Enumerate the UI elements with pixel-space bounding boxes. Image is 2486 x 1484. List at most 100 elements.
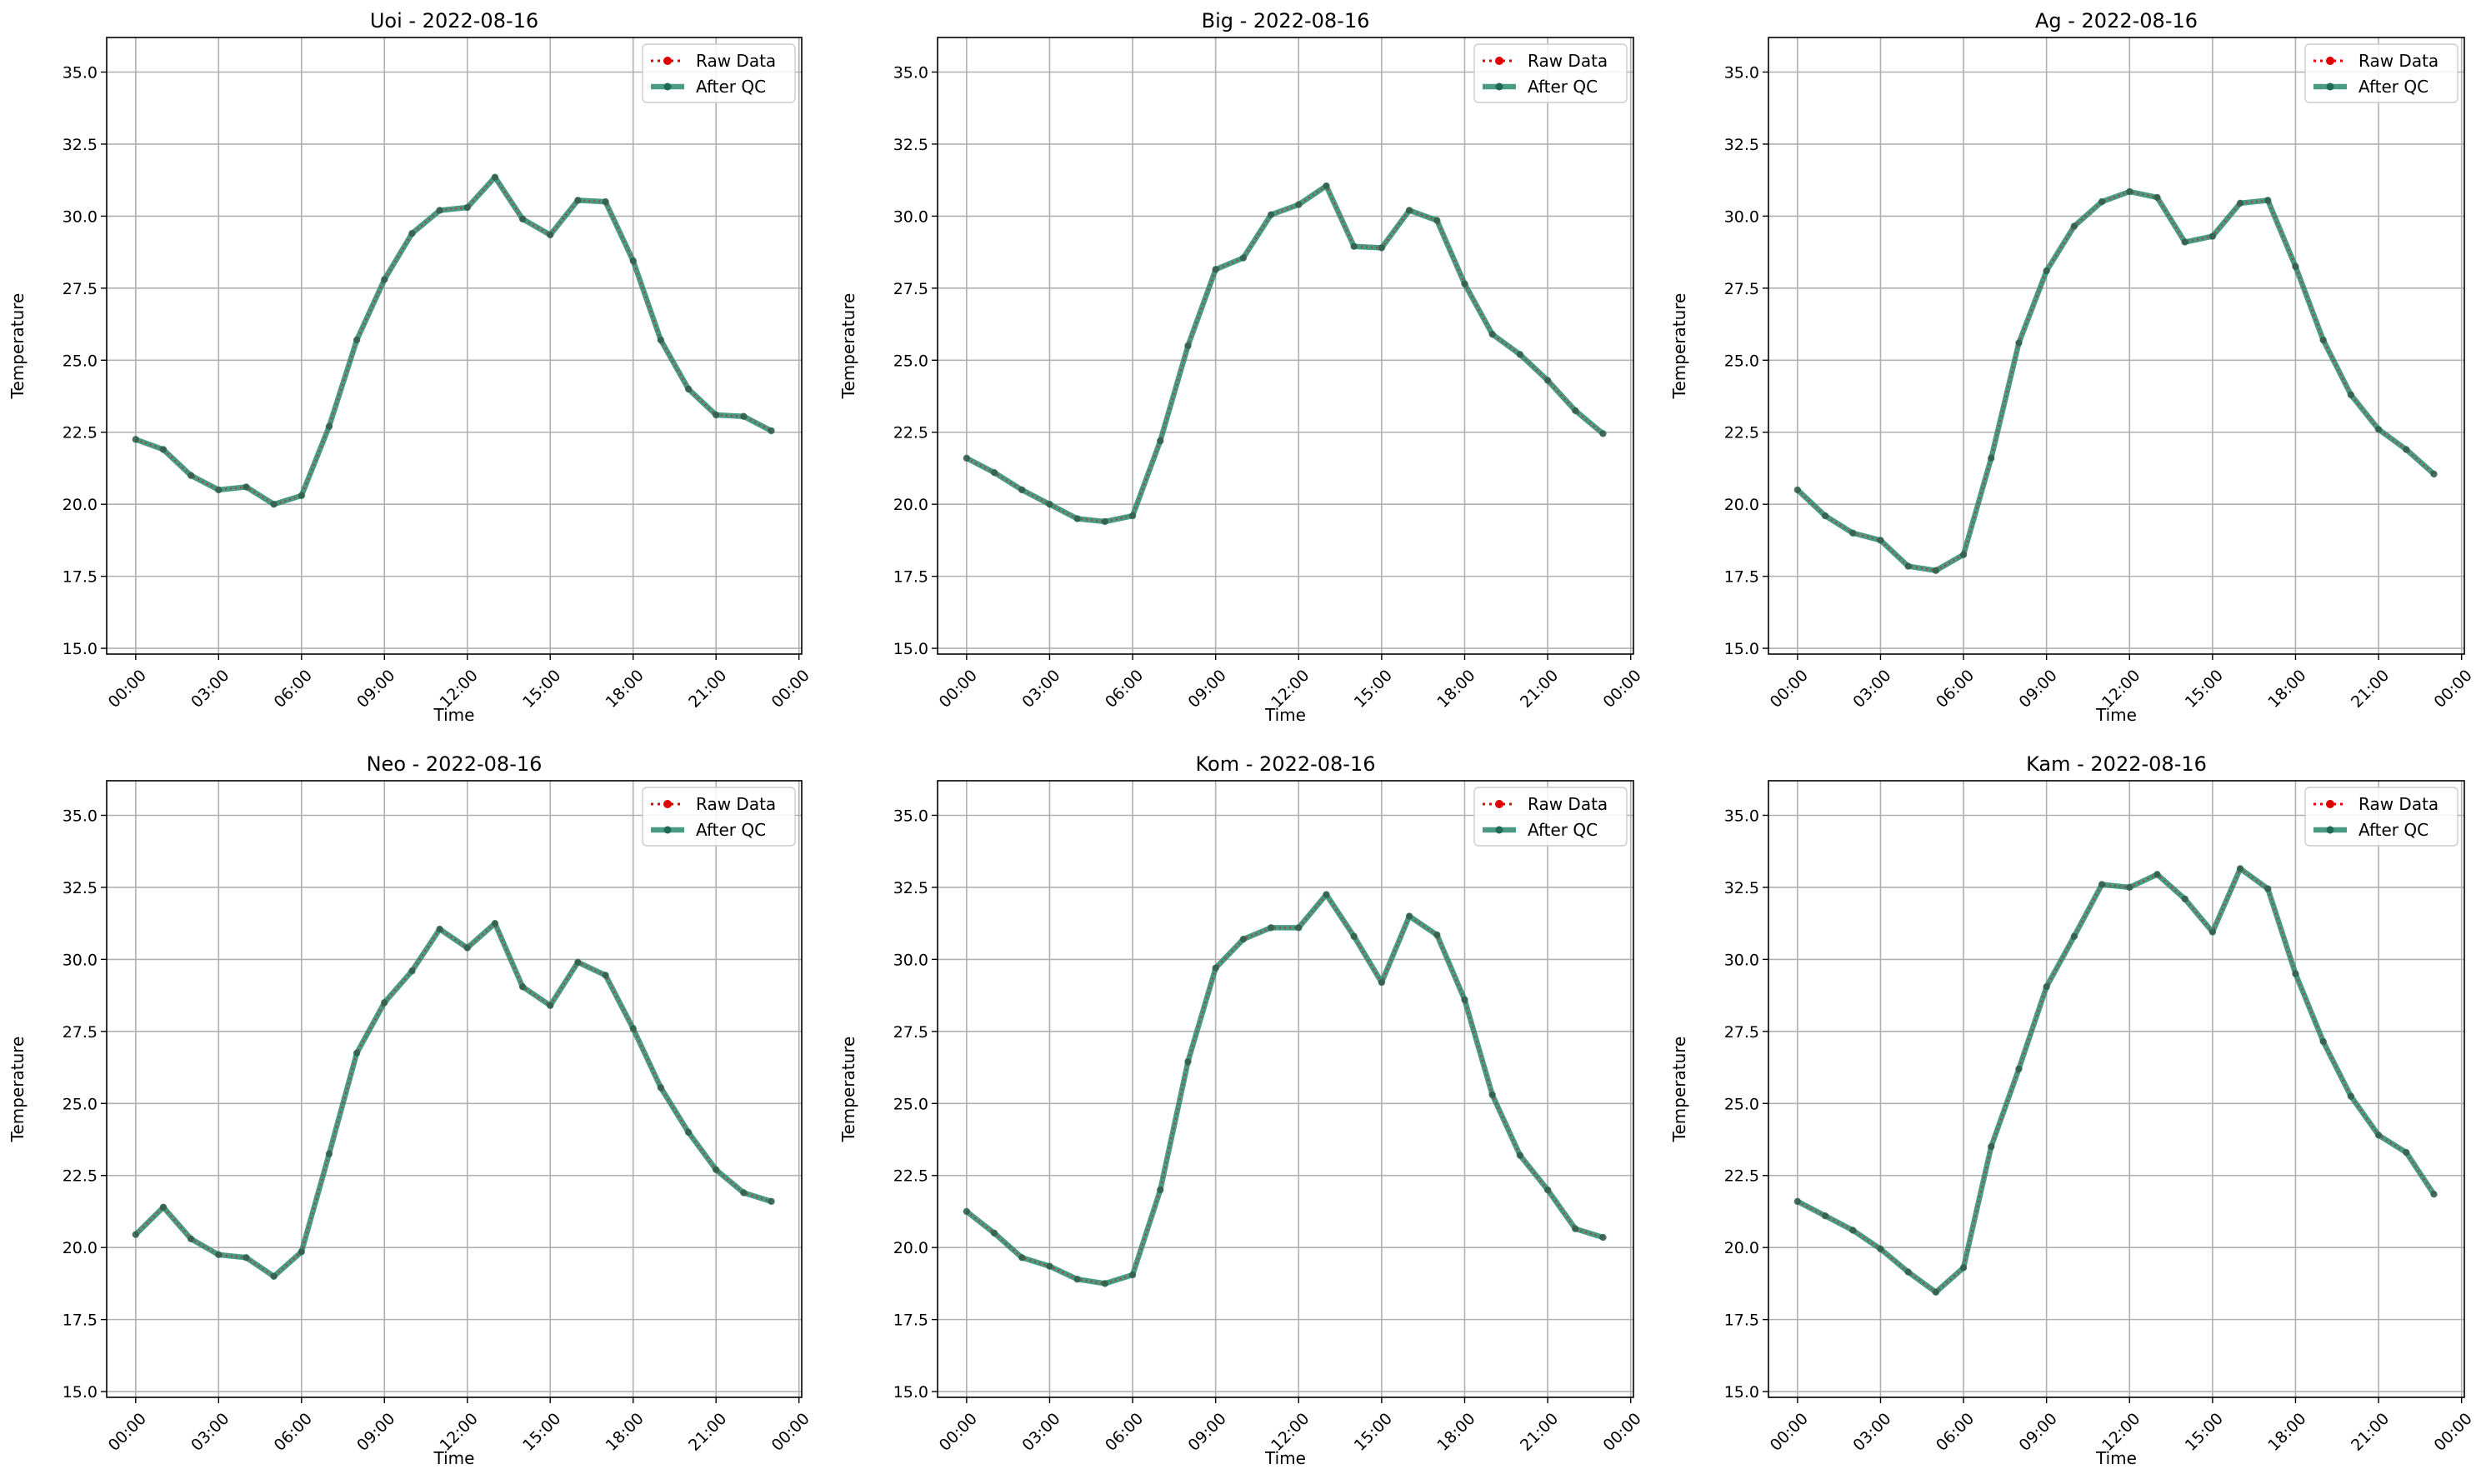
y-tick-label: 27.5: [63, 1023, 98, 1042]
after-qc-point: [657, 336, 665, 344]
after-qc-point: [518, 215, 527, 223]
after-qc-point: [1572, 1225, 1579, 1232]
series-line-after-qc: [964, 892, 1604, 1287]
chart-panel-kom: 15.0 17.5 20.0 22.5 25.0 27.5 30.0 32.5 35.0 00:0…: [838, 752, 1645, 1468]
x-tick-label: 09:00: [353, 667, 398, 712]
after-qc-point: [1295, 201, 1303, 208]
y-tick-label: 25.0: [893, 352, 928, 370]
x-tick-label: 18:00: [2264, 667, 2309, 712]
after-qc-point: [132, 436, 140, 443]
series-line-raw-data: [1797, 190, 2435, 572]
x-tick-label: 15:00: [2182, 667, 2227, 712]
after-qc-point: [963, 454, 971, 462]
y-tick-label: 35.0: [1724, 63, 1759, 82]
legend-label-after-qc: After QC: [696, 820, 766, 840]
y-tick-label: 17.5: [1724, 568, 1759, 587]
after-qc-point: [713, 411, 720, 419]
x-axis-label: Time: [433, 705, 475, 725]
y-tick-label: 35.0: [1724, 807, 1759, 825]
after-qc-point: [408, 229, 416, 237]
after-qc-point: [547, 1002, 554, 1009]
series-line-raw-data: [1797, 867, 2435, 1294]
x-tick-label: 18:00: [603, 667, 648, 712]
after-qc-point: [1988, 454, 1995, 462]
after-qc-point: [629, 1025, 637, 1032]
x-tick-label: 09:00: [2016, 667, 2061, 712]
after-qc-point: [1488, 1091, 1496, 1099]
after-qc-point: [768, 1197, 775, 1206]
y-tick-label: 20.0: [63, 496, 98, 514]
x-tick-label: 18:00: [603, 1410, 648, 1455]
legend-label-after-qc: After QC: [1528, 820, 1598, 840]
after-qc-point: [2208, 928, 2217, 936]
legend-label-raw-data: Raw Data: [2358, 794, 2438, 814]
after-qc-point: [1101, 1280, 1109, 1287]
x-tick-label: 21:00: [2348, 667, 2393, 712]
after-qc-point: [1350, 242, 1358, 250]
after-qc-point: [2015, 1065, 2023, 1072]
y-tick-label: 27.5: [63, 280, 98, 298]
legend: Raw Data After QC: [642, 43, 796, 103]
y-tick-label: 17.5: [893, 1312, 928, 1330]
after-qc-point: [1018, 1254, 1026, 1262]
after-qc-point: [381, 999, 388, 1007]
x-tick-label: 03:00: [1849, 1410, 1894, 1455]
x-tick-label: 06:00: [1933, 667, 1978, 712]
x-axis-label: Time: [2095, 1448, 2137, 1468]
after-qc-point: [1157, 437, 1164, 445]
series-line-after-qc: [1795, 188, 2436, 573]
after-qc-point: [2319, 336, 2327, 344]
chart-title: Big - 2022-08-16: [1202, 9, 1370, 32]
after-qc-point: [740, 412, 748, 420]
after-qc-point: [2236, 199, 2244, 207]
after-qc-point: [1793, 486, 1802, 494]
legend-marker-after-qc: [2326, 826, 2334, 834]
y-tick-label: 30.0: [1724, 207, 1759, 226]
after-qc-point: [2347, 1092, 2355, 1100]
y-tick-label: 20.0: [1724, 496, 1759, 514]
after-qc-point: [2015, 339, 2023, 347]
x-tick-label: 09:00: [1185, 667, 1230, 712]
after-qc-point: [1988, 1142, 1995, 1151]
x-tick-label: 00:00: [1600, 1410, 1645, 1455]
after-qc-point: [2181, 238, 2188, 246]
after-qc-point: [1378, 978, 1386, 987]
after-qc-point: [2374, 426, 2383, 433]
legend-label-after-qc: After QC: [696, 77, 766, 97]
y-tick-label: 17.5: [893, 568, 928, 587]
x-tick-label: 00:00: [1767, 1410, 1812, 1455]
y-tick-label: 27.5: [1724, 280, 1759, 298]
x-tick-label: 00:00: [1600, 667, 1645, 712]
after-qc-point: [2264, 197, 2272, 204]
after-qc-point: [1516, 1152, 1524, 1159]
after-qc-point: [1433, 931, 1441, 939]
after-qc-point: [270, 1272, 278, 1280]
legend-marker-after-qc: [663, 826, 672, 834]
series-line-after-qc: [134, 174, 773, 507]
after-qc-point: [1157, 1186, 1164, 1194]
after-qc-point: [1267, 211, 1275, 218]
after-qc-point: [1543, 377, 1552, 384]
after-qc-point: [1323, 182, 1330, 190]
after-qc-point: [1073, 1276, 1081, 1283]
after-qc-point: [657, 1084, 665, 1092]
x-tick-label: 06:00: [1102, 1410, 1147, 1455]
plot-frame: [1768, 780, 2465, 1398]
after-qc-point: [963, 1207, 971, 1216]
after-qc-point: [1046, 1262, 1053, 1270]
y-tick-label: 22.5: [1724, 424, 1759, 442]
y-tick-label: 25.0: [893, 1095, 928, 1113]
y-tick-label: 35.0: [893, 63, 928, 82]
y-tick-label: 25.0: [1724, 1095, 1759, 1113]
x-tick-label: 03:00: [188, 1410, 233, 1455]
after-qc-point: [2319, 1037, 2327, 1046]
after-qc-point: [1128, 512, 1137, 520]
y-tick-label: 15.0: [1724, 1383, 1759, 1402]
after-qc-point: [1350, 932, 1358, 940]
after-qc-point: [325, 1150, 333, 1158]
y-tick-label: 35.0: [893, 807, 928, 825]
legend-marker-after-qc: [2326, 82, 2334, 91]
after-qc-point: [436, 925, 443, 933]
x-tick-label: 18:00: [1433, 667, 1478, 712]
y-tick-label: 20.0: [63, 1239, 98, 1257]
